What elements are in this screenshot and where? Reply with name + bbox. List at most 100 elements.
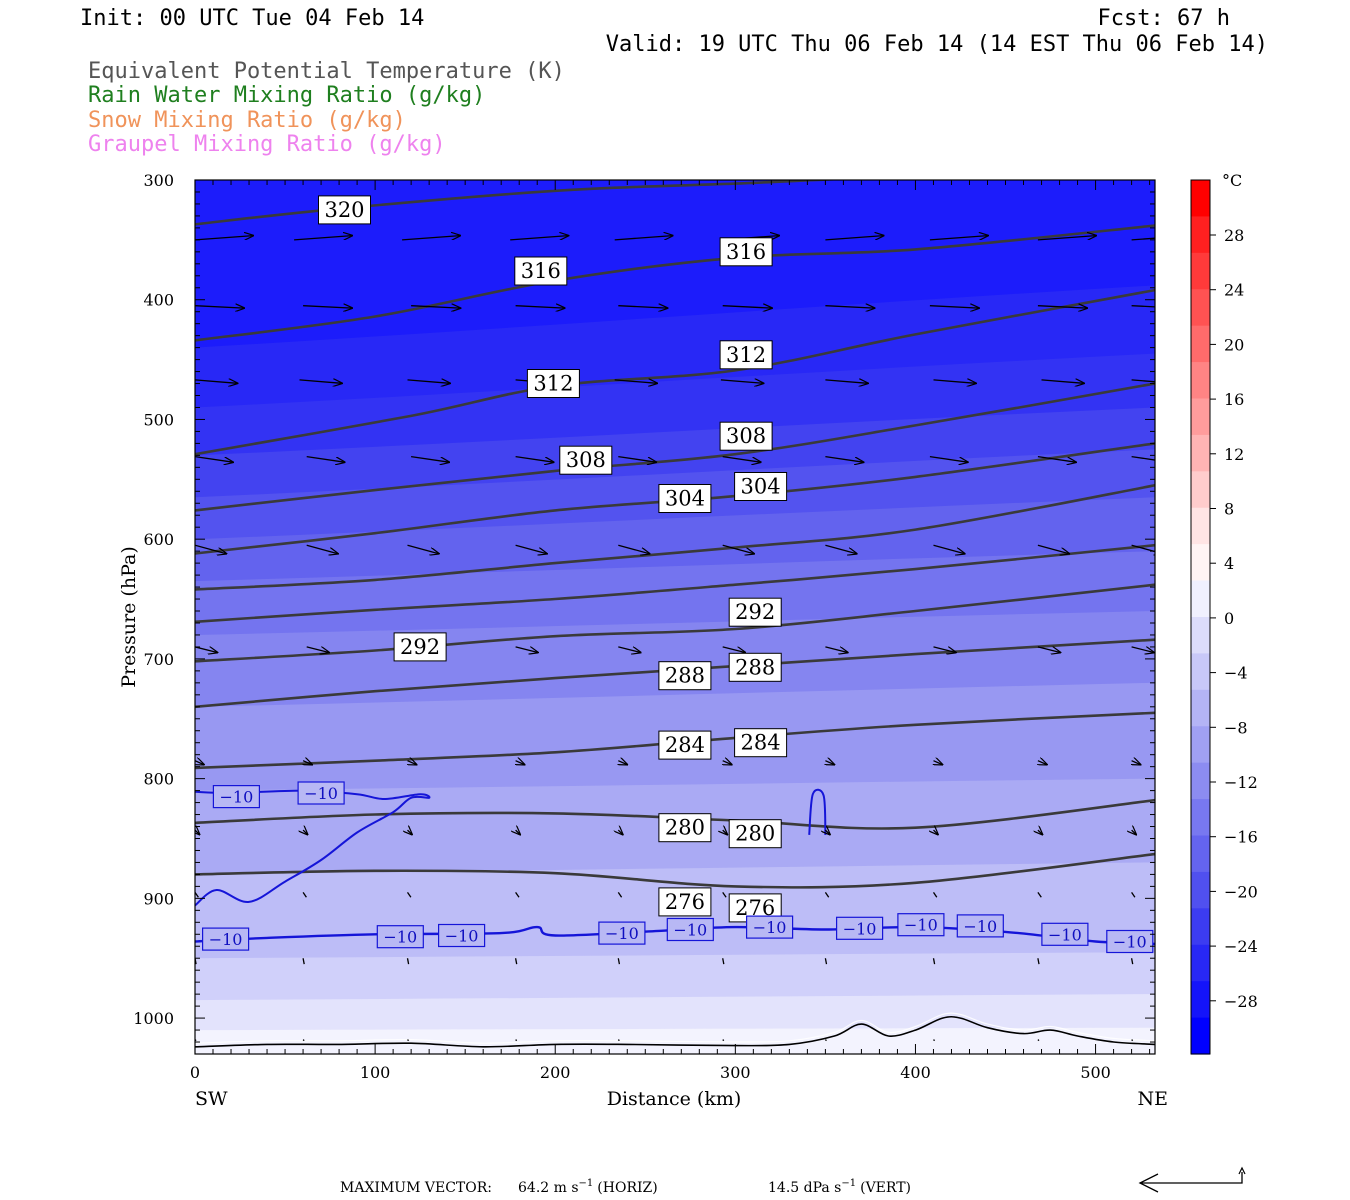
colorbar-cell xyxy=(1191,871,1210,909)
theta-e-label: 288 xyxy=(658,661,712,691)
wind-vector xyxy=(299,380,342,383)
isotherm-label-text: −10 xyxy=(209,930,243,949)
isotherm-label-text: −10 xyxy=(220,788,254,807)
wind-vector xyxy=(1131,305,1155,308)
theta-e-label: 292 xyxy=(393,632,447,662)
isotherm-label-box xyxy=(212,784,260,809)
isotherm-label: −10 xyxy=(835,916,884,940)
theta-e-label-text: 288 xyxy=(735,655,775,679)
vert-max-value: 14.5 dPa s−1 (VERT) xyxy=(768,1178,911,1196)
isotherm-label-text: −10 xyxy=(445,927,479,946)
wind-vector xyxy=(723,830,728,834)
colorbar-unit: °C xyxy=(1222,171,1242,190)
colorbar-cell xyxy=(1191,544,1210,582)
theta-e-label-text: 304 xyxy=(665,487,705,511)
colorbar-cell xyxy=(1191,180,1210,218)
wind-vector xyxy=(722,1039,725,1042)
y-tick-label: 300 xyxy=(143,171,174,190)
isotherm-label-text: −10 xyxy=(963,917,997,936)
theta-e-label-box xyxy=(719,340,773,370)
theta-e-label-text: 308 xyxy=(726,424,766,448)
ne-end-label: NE xyxy=(1138,1088,1169,1110)
sw-end-label: SW xyxy=(195,1088,228,1110)
wind-vector xyxy=(1131,1039,1134,1042)
wind-vector xyxy=(516,761,525,765)
isotherm-label-text: −10 xyxy=(383,928,417,947)
isotherm-label: −10 xyxy=(598,921,646,945)
wind-vector xyxy=(195,236,253,241)
colorbar-cell xyxy=(1191,325,1210,363)
theta-e-label-box xyxy=(719,421,773,451)
theta-e-label-box xyxy=(559,445,613,475)
theta-e-label: 280 xyxy=(658,813,712,843)
isotherm-label-box xyxy=(666,917,714,942)
isotherm-label-text: −10 xyxy=(753,918,787,937)
wind-vector xyxy=(303,761,312,765)
legend-snow: Snow Mixing Ratio (g/kg) xyxy=(88,108,406,133)
theta-e-label-box xyxy=(526,369,580,398)
theta-e-label-box xyxy=(658,484,712,513)
wind-vector xyxy=(1132,761,1141,765)
colorbar-cell xyxy=(1191,507,1210,545)
terrain xyxy=(195,1012,1155,1048)
x-axis-title: Distance (km) xyxy=(607,1088,742,1110)
wind-vector xyxy=(195,544,226,554)
theta-e-label-box xyxy=(719,237,773,267)
isotherm-label: −10 xyxy=(666,917,714,942)
isotherm-label: −10 xyxy=(956,914,1004,938)
wind-vector xyxy=(1131,455,1155,461)
wind-vector xyxy=(1037,455,1076,463)
theta-e-label-text: 304 xyxy=(741,475,781,499)
isotherm-label-box xyxy=(202,927,250,951)
wind-vector xyxy=(825,236,883,241)
wind-vector xyxy=(1130,958,1134,965)
theta-e-300-line xyxy=(195,484,1155,591)
theta-e-label: 308 xyxy=(559,445,613,475)
wind-vector xyxy=(1037,236,1096,241)
isotherm-label-text: −10 xyxy=(904,916,938,935)
theta-e-label-box xyxy=(728,597,782,627)
wind-vector xyxy=(411,455,449,463)
isotherm-label-box xyxy=(897,913,945,937)
colorbar-tick-label: −12 xyxy=(1224,773,1258,792)
theta-e-288-line xyxy=(195,638,1155,709)
wind-vector xyxy=(1037,1039,1040,1042)
wind-vector xyxy=(618,544,649,554)
theta-e-label-text: 292 xyxy=(735,600,775,624)
colorbar-cell xyxy=(1191,471,1210,509)
wind-vector xyxy=(408,830,413,834)
colorbar-cell xyxy=(1191,398,1210,436)
isotherm-label: −10 xyxy=(212,784,260,809)
theta-e-label-text: 316 xyxy=(726,240,766,264)
colorbar-tick-label: −4 xyxy=(1224,664,1248,683)
y-tick-label: 800 xyxy=(143,770,174,789)
wind-vector xyxy=(406,892,412,898)
wind-vector xyxy=(306,544,338,554)
forecast-hour-text: Fcst: 67 h xyxy=(1098,6,1230,31)
wind-vector xyxy=(1132,830,1137,834)
isotherm-label-box xyxy=(835,916,884,940)
theta-e-label-box xyxy=(728,652,782,682)
wind-vector xyxy=(407,544,439,554)
wind-vector xyxy=(302,892,307,898)
theta-e-280-line xyxy=(195,798,1155,830)
wind-vector xyxy=(406,958,410,965)
wind-vector xyxy=(195,761,204,765)
wind-vectors xyxy=(195,236,1155,1042)
plot-frame xyxy=(194,179,1156,1055)
colorbar-cell xyxy=(1191,762,1210,800)
theta-e-284-line xyxy=(195,711,1155,770)
wind-vector xyxy=(929,236,988,241)
wind-vector xyxy=(825,306,874,308)
isotherm-label-box xyxy=(376,925,424,949)
colorbar-tick-label: −20 xyxy=(1224,882,1258,901)
theta-e-308-line xyxy=(195,382,1155,512)
wind-vector xyxy=(933,380,976,383)
isotherm-label-box xyxy=(956,914,1004,938)
wind-vector xyxy=(722,455,761,463)
theta-e-label: 316 xyxy=(719,237,773,267)
wind-vector xyxy=(929,306,979,308)
colorbar-cell xyxy=(1191,653,1210,691)
theta-e-296-line xyxy=(195,543,1155,624)
wind-vector xyxy=(515,646,538,653)
